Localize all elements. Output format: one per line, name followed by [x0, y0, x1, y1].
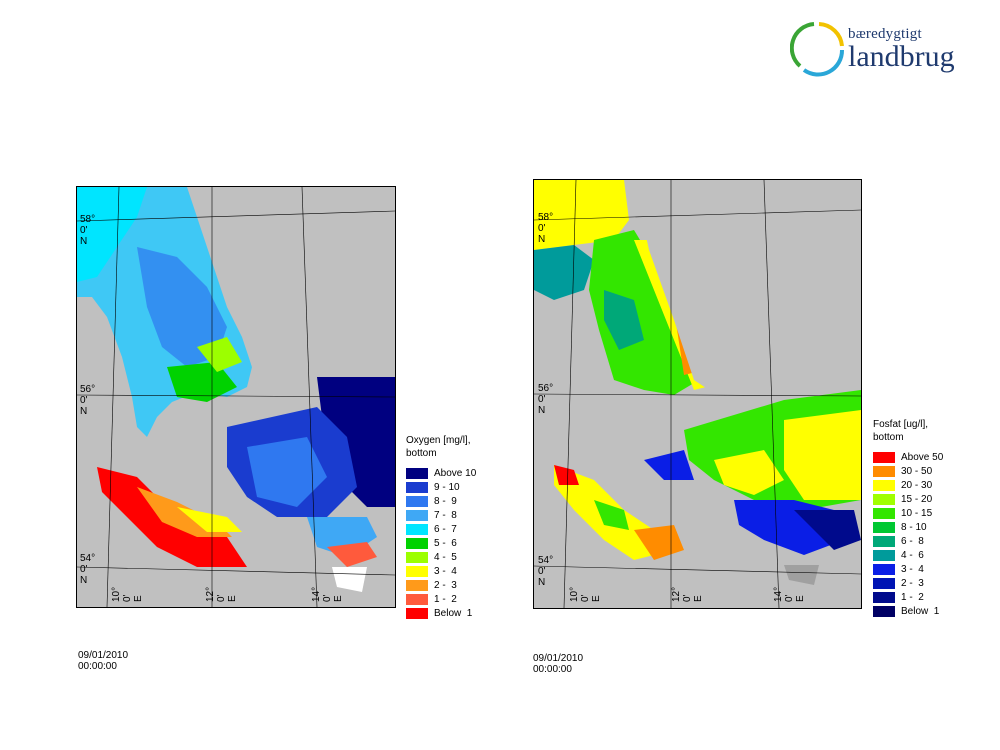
legend-label: 10 - 15: [901, 507, 933, 519]
lat-label-54: 54° 0' N: [538, 555, 554, 588]
lon-label-10: 10° 0' E: [111, 586, 144, 602]
fosfat-legend: Fosfat [ug/l], bottom Above 50 30 - 50 20 …: [873, 418, 943, 618]
legend-item: 6 - 7: [406, 522, 476, 536]
legend-item: Below 1: [406, 606, 476, 620]
legend-item: 7 - 8: [406, 508, 476, 522]
legend-label: 1 - 2: [901, 591, 924, 603]
legend-swatch: [873, 521, 895, 533]
legend-item: 2 - 3: [406, 578, 476, 592]
legend-item: 6 - 8: [873, 534, 943, 548]
fosfat-map-graphic: [534, 180, 861, 608]
oxygen-map-graphic: [77, 187, 395, 607]
legend-item: 8 - 9: [406, 494, 476, 508]
legend-swatch: [873, 493, 895, 505]
legend-swatch: [406, 481, 428, 493]
fosfat-timestamp: 09/01/2010 00:00:00: [533, 653, 584, 675]
legend-label: Above 50: [901, 451, 944, 463]
legend-label: Above 10: [434, 467, 477, 479]
legend-swatch: [873, 591, 895, 603]
legend-item: 15 - 20: [873, 492, 943, 506]
legend-label: 6 - 7: [434, 523, 457, 535]
logo-ring-icon: [790, 22, 845, 77]
legend-swatch: [873, 605, 895, 617]
legend-swatch: [873, 549, 895, 561]
legend-item: 4 - 5: [406, 550, 476, 564]
legend-swatch: [873, 535, 895, 547]
legend-label: 6 - 8: [901, 535, 924, 547]
legend-item: 10 - 15: [873, 506, 943, 520]
legend-swatch: [406, 565, 428, 577]
legend-swatch: [406, 467, 428, 479]
lon-label-14: 14° 0' E: [773, 586, 806, 602]
lat-label-58: 58° 0' N: [538, 212, 554, 245]
legend-item: 4 - 6: [873, 548, 943, 562]
oxygen-timestamp: 09/01/2010 00:00:00: [78, 650, 129, 672]
legend-label: 2 - 3: [434, 579, 457, 591]
legend-swatch: [873, 577, 895, 589]
legend-label: 5 - 6: [434, 537, 457, 549]
legend-swatch: [873, 451, 895, 463]
legend-item: 1 - 2: [406, 592, 476, 606]
logo: bæredygtigt landbrug: [790, 18, 970, 80]
lon-label-10: 10° 0' E: [569, 586, 602, 602]
legend-label: 4 - 6: [901, 549, 924, 561]
legend-swatch: [406, 509, 428, 521]
legend-item: 3 - 4: [406, 564, 476, 578]
legend-item: 20 - 30: [873, 478, 943, 492]
legend-swatch: [873, 465, 895, 477]
lat-label-58: 58° 0' N: [80, 214, 96, 247]
legend-item: 5 - 6: [406, 536, 476, 550]
legend-label: 8 - 9: [434, 495, 457, 507]
legend-item: 1 - 2: [873, 590, 943, 604]
oxygen-legend-title: Oxygen [mg/l], bottom: [406, 435, 471, 459]
legend-label: 8 - 10: [901, 521, 927, 533]
lon-label-12: 12° 0' E: [671, 586, 704, 602]
legend-item: Above 10: [406, 466, 476, 480]
lat-label-56: 56° 0' N: [538, 383, 554, 416]
legend-item: 3 - 4: [873, 562, 943, 576]
legend-swatch: [406, 607, 428, 619]
lon-label-12: 12° 0' E: [205, 586, 238, 602]
legend-swatch: [406, 523, 428, 535]
oxygen-legend: Oxygen [mg/l], bottom Above 10 9 - 10 8 - …: [406, 434, 476, 620]
legend-item: 2 - 3: [873, 576, 943, 590]
legend-item: 9 - 10: [406, 480, 476, 494]
legend-swatch: [406, 537, 428, 549]
logo-text-small: bæredygtigt: [848, 26, 922, 42]
oxygen-legend-items: Above 10 9 - 10 8 - 9 7 - 8 6 - 7 5 - 6 4 - 5 3…: [406, 466, 476, 620]
legend-label: 30 - 50: [901, 465, 933, 477]
legend-label: Below 1: [434, 607, 473, 619]
fosfat-legend-items: Above 50 30 - 50 20 - 30 15 - 20 10 - 15 8 - …: [873, 450, 943, 618]
lat-label-56: 56° 0' N: [80, 384, 96, 417]
legend-swatch: [406, 579, 428, 591]
fosfat-map: [533, 179, 862, 609]
legend-swatch: [406, 495, 428, 507]
legend-label: 4 - 5: [434, 551, 457, 563]
legend-swatch: [406, 551, 428, 563]
oxygen-map: [76, 186, 396, 608]
legend-swatch: [873, 479, 895, 491]
legend-label: 2 - 3: [901, 577, 924, 589]
fosfat-legend-title: Fosfat [ug/l], bottom: [873, 419, 929, 443]
legend-swatch: [873, 563, 895, 575]
legend-swatch: [873, 507, 895, 519]
legend-label: 1 - 2: [434, 593, 457, 605]
legend-item: 30 - 50: [873, 464, 943, 478]
legend-item: 8 - 10: [873, 520, 943, 534]
lon-label-14: 14° 0' E: [311, 586, 344, 602]
legend-swatch: [406, 593, 428, 605]
legend-label: 15 - 20: [901, 493, 933, 505]
legend-label: 20 - 30: [901, 479, 933, 491]
legend-label: 3 - 4: [434, 565, 457, 577]
legend-label: Below 1: [901, 605, 940, 617]
legend-item: Below 1: [873, 604, 943, 618]
logo-text-large: landbrug: [848, 40, 955, 73]
legend-label: 3 - 4: [901, 563, 924, 575]
legend-label: 9 - 10: [434, 481, 460, 493]
legend-label: 7 - 8: [434, 509, 457, 521]
legend-item: Above 50: [873, 450, 943, 464]
lat-label-54: 54° 0' N: [80, 553, 96, 586]
